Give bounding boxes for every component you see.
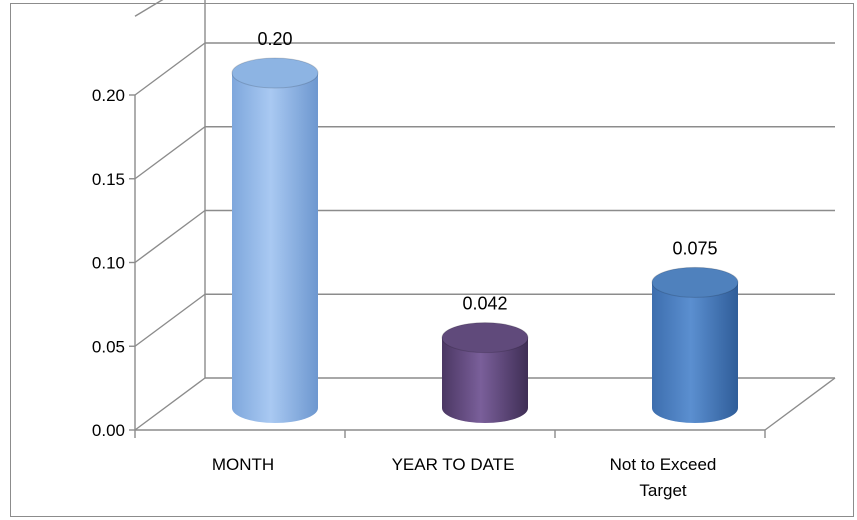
data-label: 0.042 [462,294,507,314]
gridline-side [134,126,206,180]
bar-top [231,57,319,89]
category-label-line: YEAR TO DATE [392,455,515,474]
category-label-line: Target [639,481,687,500]
bar-1 [231,57,319,423]
bar-3 [651,266,739,423]
bar-top [651,266,739,298]
bar-top [441,322,529,354]
y-axis: 0.00 0.05 0.10 0.15 0.20 [92,86,135,440]
x-axis [134,377,836,438]
gridline-side [134,209,206,264]
y-tick-label: 0.00 [92,421,125,440]
category-label: MONTH [212,455,274,474]
bars [231,57,739,423]
gridline-side [134,0,164,17]
floor-right-edge [764,377,836,431]
gridline-side [134,293,206,347]
chart-area [10,3,854,517]
bar-2 [441,322,529,423]
y-tick-label: 0.20 [92,86,125,105]
data-labels: 0.20 0.042 0.075 [257,29,717,314]
data-label: 0.075 [672,238,717,258]
category-labels: MONTH YEAR TO DATE Not to Exceed Target [212,455,717,500]
category-label-line: MONTH [212,455,274,474]
bar-body [652,282,738,423]
y-tick-label: 0.15 [92,170,125,189]
category-label: Not to Exceed Target [610,455,717,500]
data-label: 0.20 [257,29,292,49]
gridline-side [134,377,206,431]
category-label-line: Not to Exceed [610,455,717,474]
bar-body [442,337,528,423]
category-label: YEAR TO DATE [392,455,515,474]
gridline-side [134,42,206,96]
y-tick-label: 0.05 [92,337,125,356]
y-tick-label: 0.10 [92,254,125,273]
bar-body [232,73,318,423]
